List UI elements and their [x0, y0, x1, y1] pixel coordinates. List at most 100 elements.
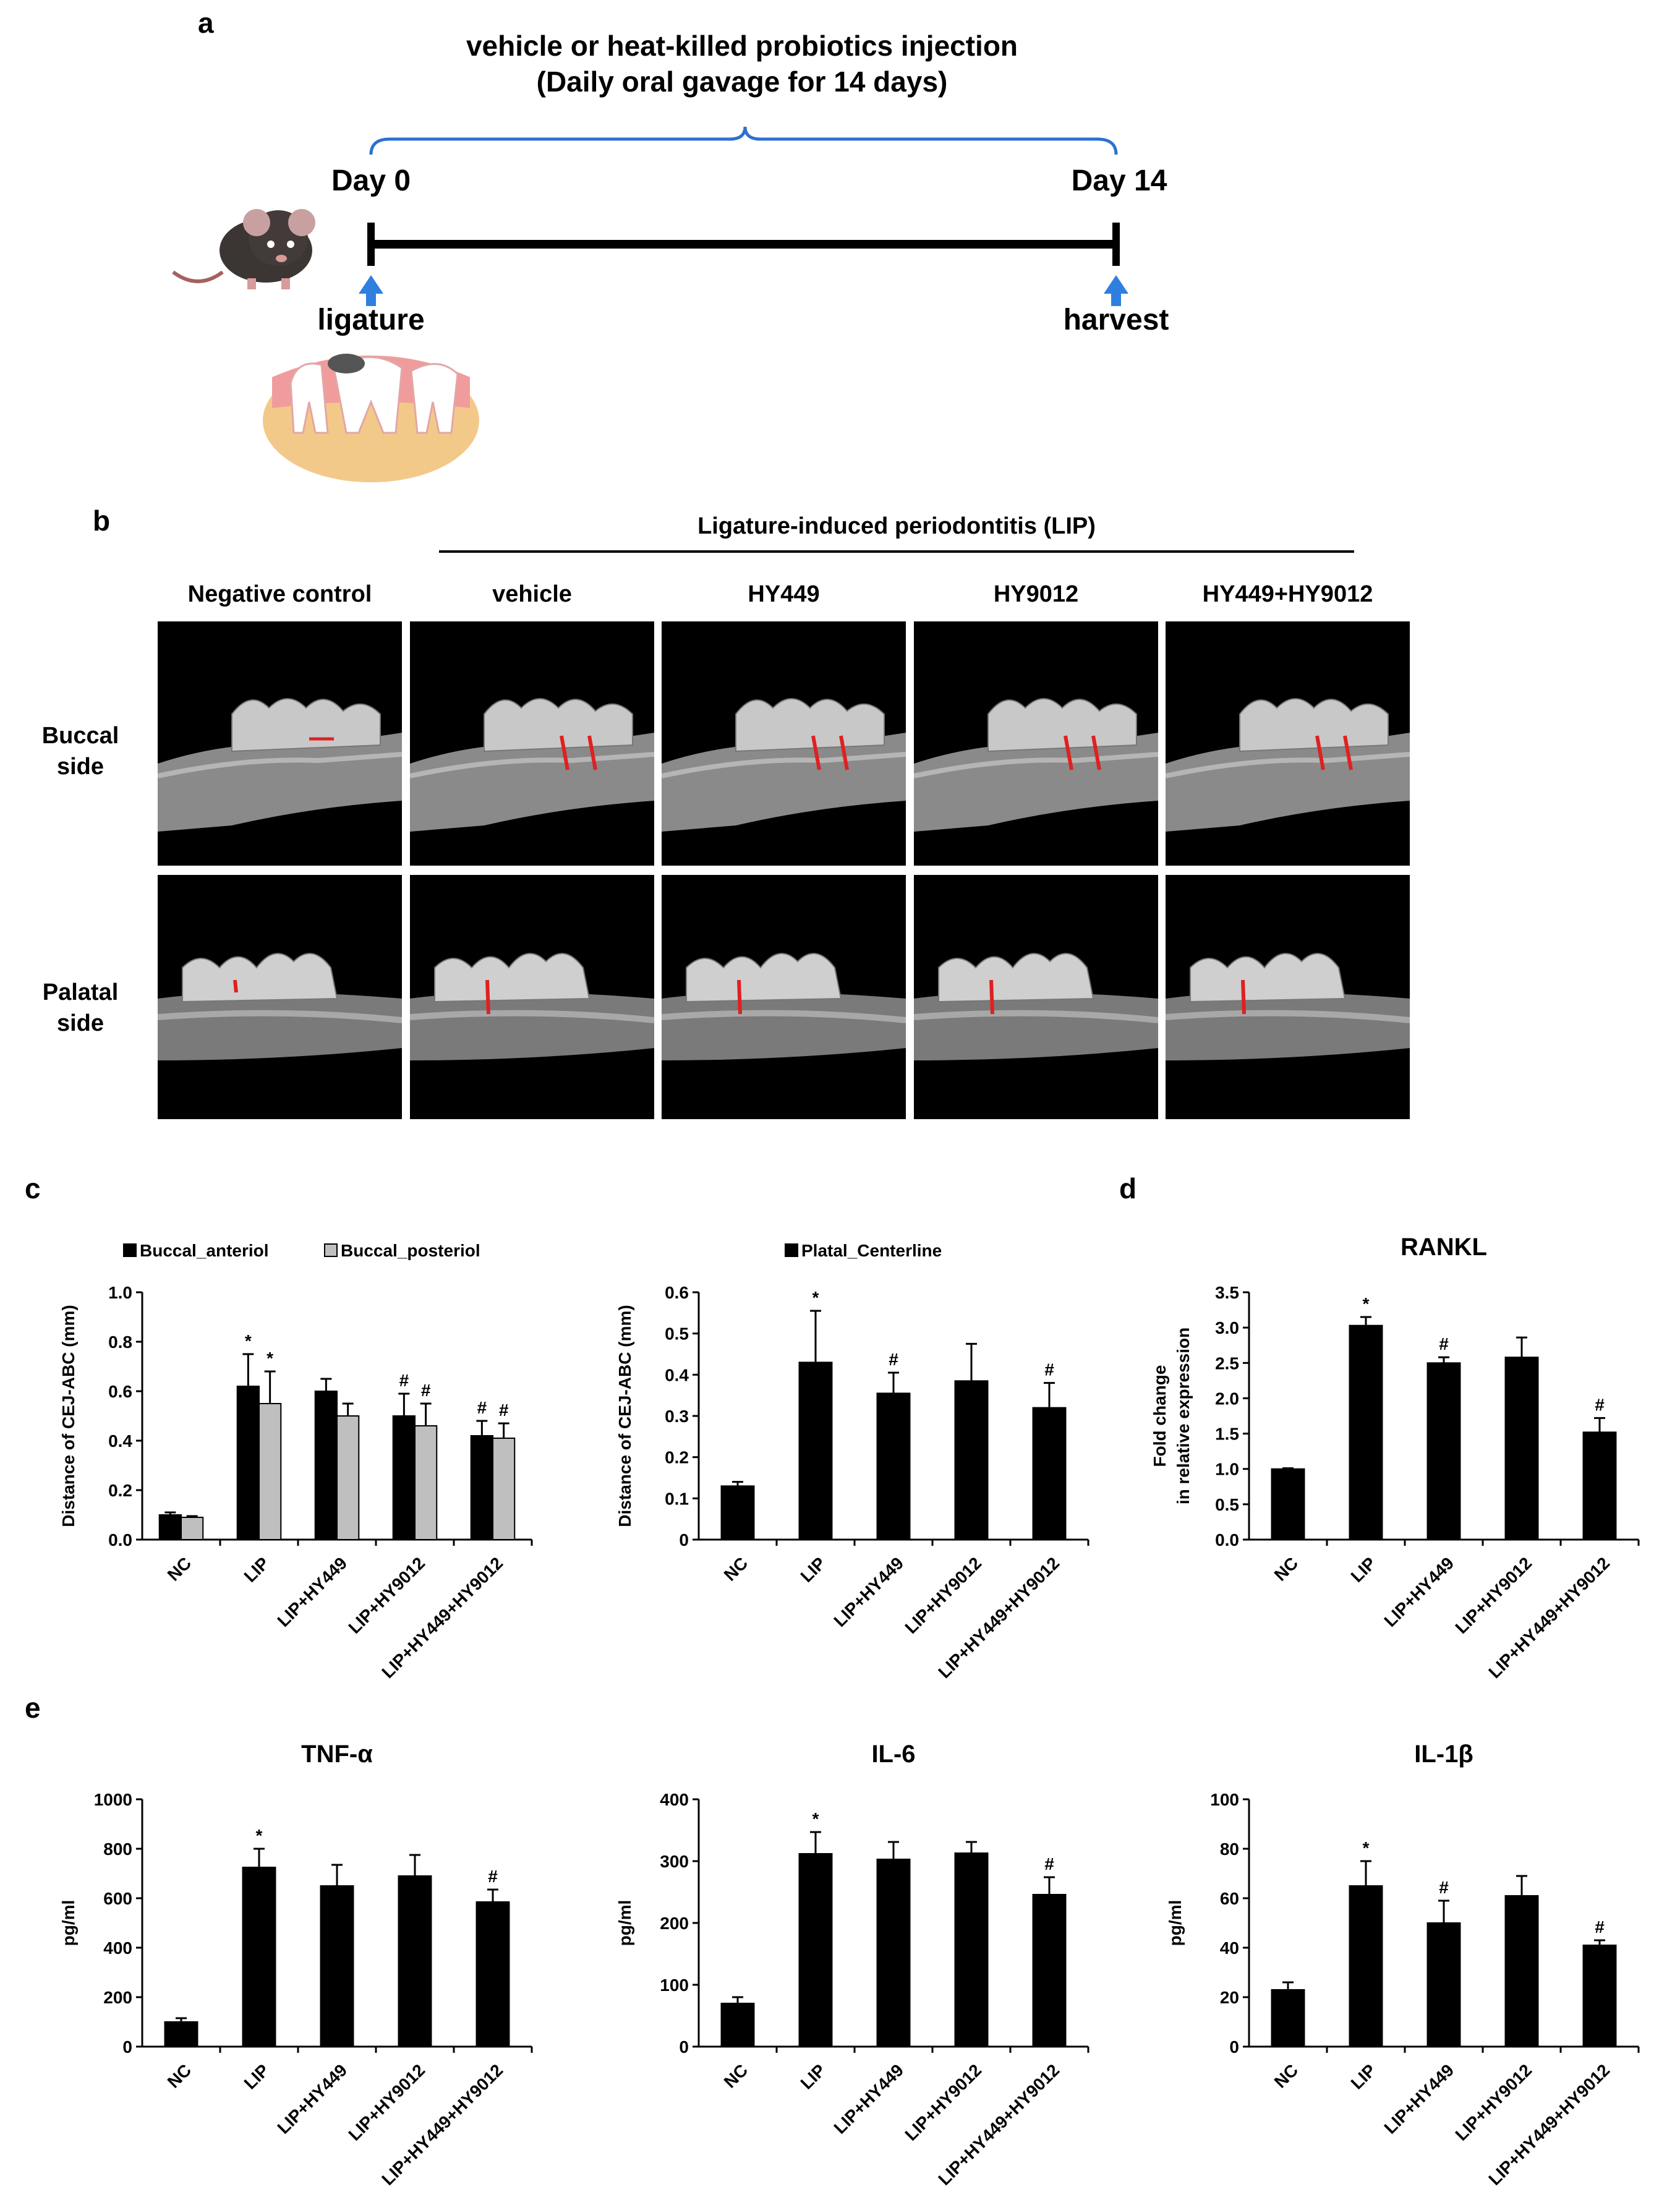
y-tick-label: 0.3 — [665, 1407, 689, 1426]
bar — [954, 1852, 989, 2047]
bar — [876, 1859, 911, 2047]
panel-a-title-line2: (Daily oral gavage for 14 days) — [536, 66, 948, 98]
micro-ct-render — [662, 953, 906, 1060]
chart-rankl: RANKL Fold change in relative expression 0.… — [1150, 1234, 1640, 1682]
timeline-diagram — [172, 126, 1128, 482]
significance-mark: * — [245, 1331, 252, 1350]
chart-title: IL-6 — [871, 1741, 915, 1768]
micro-ct-image-buccal-hy9012 — [914, 621, 1158, 866]
bar — [798, 1853, 833, 2047]
micro-ct-render — [158, 698, 402, 832]
treatment-brace — [369, 126, 1118, 155]
y-tick-label: 0.2 — [108, 1481, 132, 1500]
bar — [1032, 1407, 1067, 1540]
x-tick-label: LIP — [241, 1553, 273, 1586]
x-tick-label: LIP+HY9012 — [901, 1553, 985, 1637]
day0-label: Day 0 — [331, 164, 411, 197]
y-tick-label: 40 — [1220, 1938, 1239, 1958]
significance-mark: * — [1363, 1294, 1370, 1313]
panel-label-a: a — [198, 7, 214, 39]
bar — [336, 1415, 360, 1540]
panel-label-e: e — [25, 1692, 41, 1724]
x-tick-label: NC — [1271, 2060, 1302, 2092]
y-axis-label: Fold change — [1150, 1365, 1169, 1467]
row-label-buccal-line1: Buccal — [41, 723, 119, 749]
y-tick-label: 3.0 — [1215, 1318, 1239, 1337]
x-tick-label: LIP+HY9012 — [901, 2060, 985, 2144]
y-axis-label: pg/ml — [1166, 1900, 1185, 1946]
bar — [1582, 1431, 1617, 1540]
x-tick-label: LIP+HY449 — [273, 2060, 351, 2138]
bar — [1032, 1894, 1067, 2047]
significance-mark: # — [1595, 1917, 1605, 1937]
row-label-palatal-line2: side — [56, 1010, 104, 1036]
y-axis-label: pg/ml — [59, 1900, 78, 1946]
chart-title: IL-1β — [1414, 1741, 1473, 1768]
y-tick-label: 1000 — [94, 1790, 132, 1809]
bar — [320, 1885, 354, 2047]
significance-mark: * — [1363, 1838, 1370, 1857]
y-tick-label: 0 — [679, 1530, 689, 1549]
x-tick-label: LIP — [797, 1553, 830, 1586]
significance-mark: # — [499, 1400, 509, 1420]
bar — [164, 2021, 198, 2047]
y-tick-label: 2.5 — [1215, 1353, 1239, 1373]
bar — [1349, 1885, 1383, 2047]
x-tick-label: NC — [164, 1553, 195, 1585]
significance-mark: * — [256, 1826, 263, 1845]
micro-ct-render — [662, 698, 906, 832]
y-tick-label: 0.1 — [665, 1489, 689, 1508]
mouse-icon — [172, 209, 315, 289]
bar — [1349, 1324, 1383, 1540]
micro-ct-image-palatal-negative-control — [158, 875, 402, 1119]
y-tick-label: 0.4 — [665, 1365, 689, 1384]
bar — [798, 1362, 833, 1540]
micro-ct-image-palatal-vehicle — [410, 875, 654, 1119]
micro-ct-image-buccal-hy449 — [662, 621, 906, 866]
x-tick-label: LIP+HY449 — [1380, 2060, 1457, 2138]
y-tick-label: 0.5 — [665, 1324, 689, 1344]
micro-ct-render — [1166, 698, 1410, 832]
bar — [398, 1875, 432, 2047]
significance-mark: # — [1044, 1360, 1054, 1379]
chart-il6: IL-6 pg/ml 0 100 200 300 400 NC * LIP LIP+HY449LIP… — [615, 1741, 1089, 2189]
significance-mark: # — [399, 1371, 409, 1390]
x-tick-label: LIP — [1347, 2060, 1380, 2093]
micro-ct-render — [1166, 953, 1410, 1060]
legend-swatch — [324, 1243, 338, 1257]
day14-label: Day 14 — [1071, 164, 1167, 197]
bar — [314, 1391, 338, 1540]
column-header-hy9012: HY9012 — [993, 581, 1079, 607]
bar — [470, 1435, 493, 1540]
micro-ct-image-buccal-vehicle — [410, 621, 654, 866]
micro-ct-image-palatal-hy449-hy9012 — [1166, 875, 1410, 1119]
chart-cej-abc-palatal: Platal_Centerline Distance of CEJ-ABC (mm… — [615, 1241, 1089, 1682]
y-tick-label: 200 — [103, 1988, 132, 2007]
lip-group-header: Ligature-induced periodontitis (LIP) — [697, 513, 1096, 539]
x-tick-label: LIP+HY449 — [1380, 1553, 1457, 1630]
column-header-hy449: HY449 — [748, 581, 820, 607]
row-label-buccal-line2: side — [56, 754, 104, 780]
y-tick-label: 400 — [660, 1790, 689, 1809]
significance-mark: # — [1044, 1854, 1054, 1873]
y-tick-label: 100 — [1210, 1790, 1239, 1809]
significance-mark: # — [477, 1398, 487, 1417]
column-header-negative-control: Negative control — [187, 581, 372, 607]
legend-swatch — [785, 1243, 798, 1257]
bar — [475, 1901, 510, 2047]
y-tick-label: 100 — [660, 1976, 689, 1995]
legend-label: Buccal_posteriol — [341, 1241, 480, 1260]
panel-label-d: d — [1119, 1172, 1137, 1204]
column-header-hy449-hy9012: HY449+HY9012 — [1202, 581, 1373, 607]
legend-label: Buccal_anteriol — [140, 1241, 269, 1260]
micro-ct-image-buccal-negative-control — [158, 621, 402, 866]
micro-ct-render — [914, 953, 1158, 1060]
chart-cej-abc-buccal: Buccal_anteriol Buccal_posteriol Distance … — [59, 1241, 533, 1682]
micro-ct-image-palatal-hy449 — [662, 875, 906, 1119]
y-tick-label: 0 — [122, 2037, 132, 2057]
harvest-arrow-icon — [1104, 275, 1128, 306]
tooth-ligature-icon — [263, 354, 479, 482]
x-tick-label: NC — [164, 2060, 195, 2092]
x-tick-label: LIP+HY9012 — [1451, 2060, 1535, 2144]
y-tick-label: 0.6 — [665, 1283, 689, 1302]
